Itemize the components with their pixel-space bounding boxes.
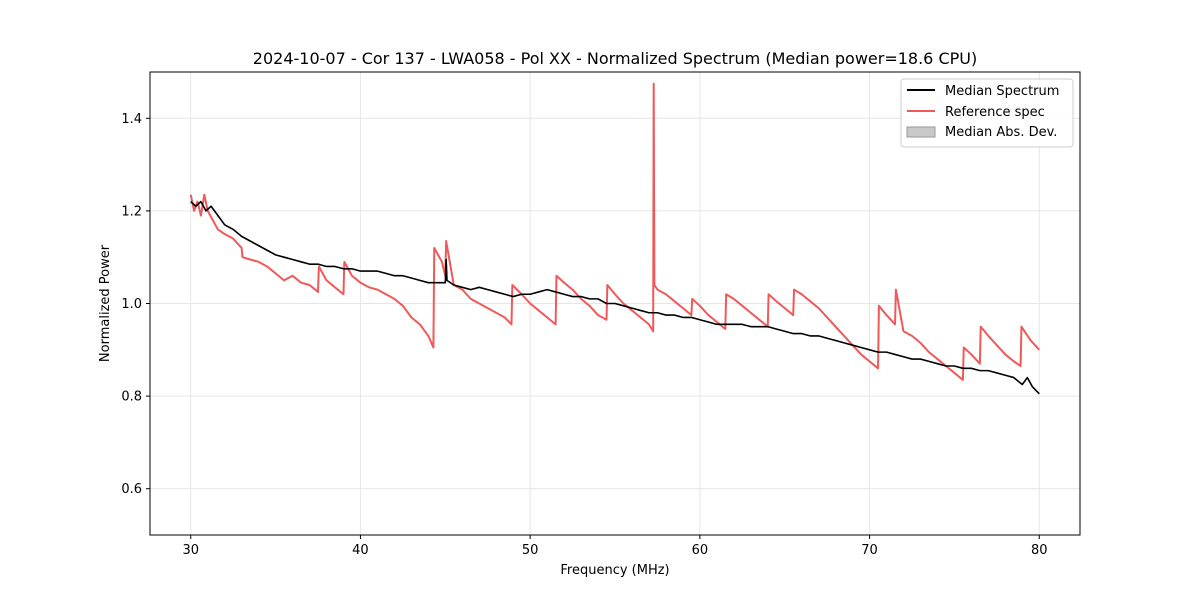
x-tick-label: 40 xyxy=(352,543,369,558)
legend-mad-swatch xyxy=(906,126,936,138)
x-tick-label: 80 xyxy=(1031,543,1048,558)
y-tick-label: 1.4 xyxy=(121,112,142,127)
y-tick-label: 1.0 xyxy=(121,297,142,312)
legend: Median Spectrum Reference spec Median Ab… xyxy=(900,78,1074,148)
x-tick-label: 70 xyxy=(861,543,878,558)
legend-box xyxy=(900,78,1074,148)
legend-median-label: Median Spectrum xyxy=(945,84,1059,99)
x-tick-label: 50 xyxy=(522,543,539,558)
reference-spec-line xyxy=(189,82,1041,381)
y-tick-label: 0.8 xyxy=(121,390,142,405)
chart-title: 2024-10-07 - Cor 137 - LWA058 - Pol XX -… xyxy=(253,49,977,68)
legend-reference-label: Reference spec xyxy=(945,105,1045,120)
median-spectrum-line xyxy=(190,200,1040,395)
y-axis-label: Normalized Power xyxy=(98,244,113,362)
x-axis-label: Frequency (MHz) xyxy=(560,563,669,578)
y-tick-label: 0.6 xyxy=(121,482,142,497)
legend-mad-label: Median Abs. Dev. xyxy=(945,125,1057,140)
plot-area xyxy=(189,82,1041,395)
y-tick-label: 1.2 xyxy=(121,204,142,219)
x-tick-label: 60 xyxy=(692,543,709,558)
x-tick-label: 30 xyxy=(182,543,199,558)
axis-ticks: 30 40 50 60 70 80 0.6 0.8 1.0 1.2 1.4 xyxy=(121,112,1047,558)
